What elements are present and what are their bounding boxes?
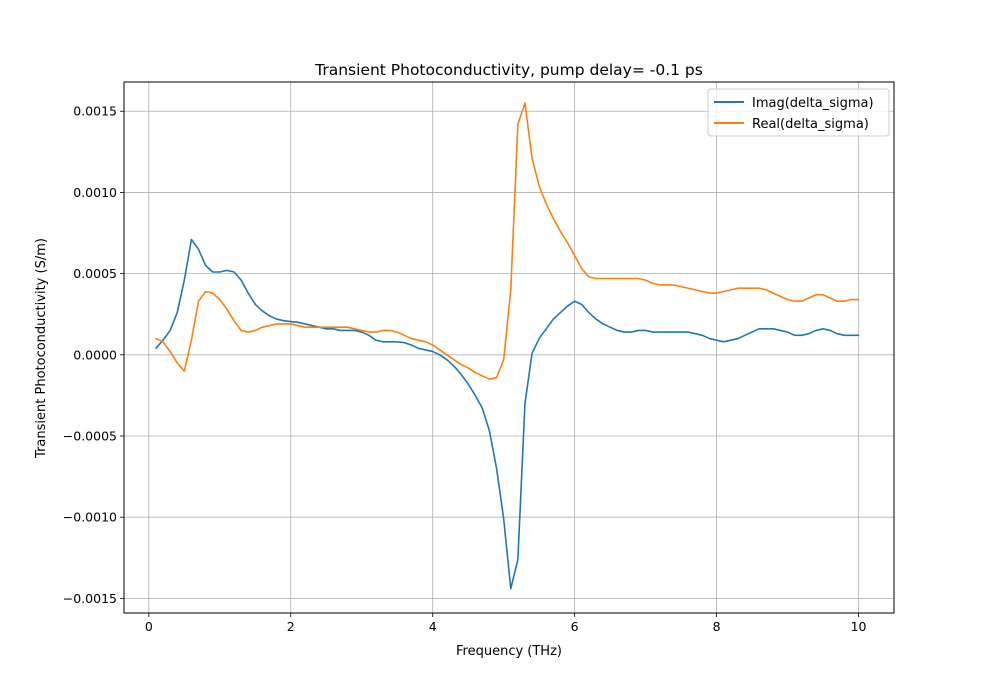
y-tick-label: 0.0015 bbox=[73, 104, 117, 119]
legend-box bbox=[707, 88, 890, 137]
series-layer bbox=[155, 102, 860, 590]
chart-title: Transient Photoconductivity, pump delay=… bbox=[314, 61, 703, 79]
x-tick-label: 6 bbox=[571, 619, 579, 634]
y-axis-label: Transient Photoconductivity (S/m) bbox=[34, 238, 49, 459]
y-tick-label: −0.0010 bbox=[63, 510, 117, 525]
y-tick-label: −0.0005 bbox=[63, 429, 117, 444]
plot-frame bbox=[123, 81, 895, 614]
legend: Imag(delta_sigma) Real(delta_sigma) bbox=[707, 88, 890, 137]
x-tick-label: 0 bbox=[145, 619, 153, 634]
x-tick-label: 4 bbox=[429, 619, 437, 634]
x-axis-ticks: 0 2 4 6 8 10 bbox=[145, 613, 867, 634]
y-tick-label: 0.0005 bbox=[73, 266, 117, 281]
y-tick-label: 0.0010 bbox=[73, 185, 117, 200]
y-tick-label: 0.0000 bbox=[73, 347, 117, 362]
x-tick-label: 10 bbox=[851, 619, 867, 634]
legend-label-real: Real(delta_sigma) bbox=[752, 117, 869, 132]
series-line-imag bbox=[155, 238, 860, 590]
y-axis-ticks: −0.0015 −0.0010 −0.0005 0.0000 0.0005 0.0010 0… bbox=[63, 104, 124, 606]
x-tick-label: 8 bbox=[713, 619, 721, 634]
x-tick-label: 2 bbox=[287, 619, 295, 634]
grid bbox=[124, 82, 894, 613]
x-axis-label: Frequency (THz) bbox=[456, 644, 562, 659]
series-line-real bbox=[155, 102, 860, 380]
legend-label-imag: Imag(delta_sigma) bbox=[752, 96, 874, 111]
y-tick-label: −0.0015 bbox=[63, 591, 117, 606]
